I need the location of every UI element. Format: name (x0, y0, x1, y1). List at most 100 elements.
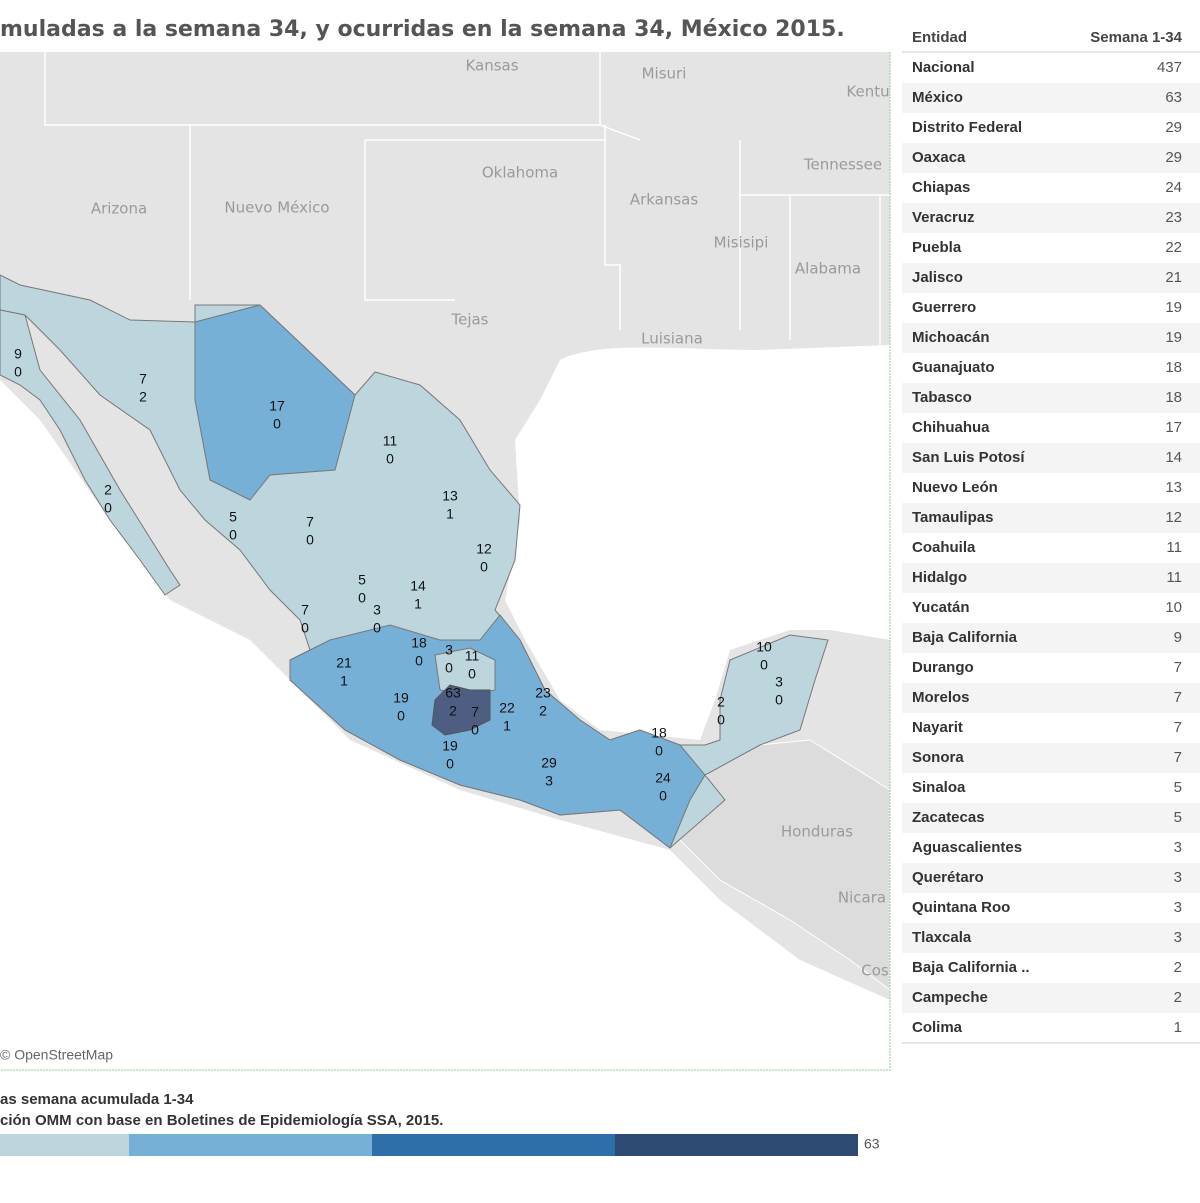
marker-week: 1 (340, 673, 348, 689)
row-name: Campeche (912, 989, 988, 1006)
row-name: Puebla (912, 239, 962, 256)
marker-value: 11 (465, 648, 480, 664)
row-name: Guerrero (912, 299, 976, 316)
row-value: 437 (1157, 59, 1182, 76)
marker-value: 21 (336, 655, 352, 671)
legend-bin (372, 1134, 615, 1156)
row-bg (902, 83, 1200, 113)
row-value: 11 (1166, 539, 1182, 556)
map: © OpenStreetMap Kansas Misuri Kentu Oklahom… (0, 52, 891, 1071)
row-name: Nayarit (912, 719, 963, 736)
marker-week: 0 (306, 532, 314, 548)
marker-week: 2 (139, 389, 147, 405)
row-value: 1 (1174, 1019, 1182, 1036)
row-bg (902, 683, 1200, 713)
marker-week: 0 (717, 712, 725, 728)
row-value: 19 (1165, 299, 1182, 316)
row-value: 7 (1174, 659, 1182, 676)
row-value: 11 (1166, 569, 1182, 586)
row-name: Durango (912, 659, 974, 676)
row-bg (902, 383, 1200, 413)
row-name: Tabasco (912, 389, 972, 406)
row-value: 5 (1174, 779, 1182, 796)
marker-week: 0 (471, 722, 479, 738)
marker-value: 9 (14, 346, 22, 362)
row-value: 12 (1165, 509, 1182, 526)
marker-value: 7 (306, 514, 314, 530)
row-value: 19 (1165, 329, 1182, 346)
place-label: Arizona (91, 200, 147, 218)
row-value: 3 (1174, 929, 1182, 946)
place-label: Misuri (642, 65, 687, 83)
row-bg (902, 923, 1200, 953)
marker-week: 0 (273, 416, 281, 432)
row-name: Sinaloa (912, 779, 966, 796)
gulf (505, 345, 890, 740)
marker-week: 0 (415, 653, 423, 669)
marker-value: 7 (139, 371, 147, 387)
marker-week: 0 (445, 660, 453, 676)
row-value: 29 (1165, 119, 1182, 136)
marker-week: 0 (397, 708, 405, 724)
row-bg (902, 443, 1200, 473)
legend-bin (0, 1134, 129, 1156)
place-label: Misisipi (714, 234, 769, 252)
row-name: Jalisco (912, 269, 963, 286)
row-name: Guanajuato (912, 359, 995, 376)
marker-value: 23 (535, 685, 551, 701)
row-bg (902, 623, 1200, 653)
row-value: 21 (1165, 269, 1182, 286)
marker-value: 24 (655, 770, 671, 786)
row-name: Tamaulipas (912, 509, 993, 526)
row-name: Tlaxcala (912, 929, 972, 946)
row-name: Quintana Roo (912, 899, 1010, 916)
row-value: 7 (1174, 689, 1182, 706)
marker-value: 22 (499, 700, 515, 716)
marker-week: 0 (386, 451, 394, 467)
row-value: 2 (1174, 989, 1182, 1006)
place-label: Alabama (795, 260, 861, 278)
baja (0, 309, 181, 596)
row-name: Baja California .. (912, 959, 1030, 976)
marker-week: 0 (760, 657, 768, 673)
place-label: Nuevo México (224, 199, 329, 217)
row-bg (902, 743, 1200, 773)
marker-value: 17 (269, 398, 285, 414)
row-value: 14 (1165, 449, 1182, 466)
marker-value: 19 (393, 690, 409, 706)
row-name: Sonora (912, 749, 964, 766)
marker-value: 2 (717, 694, 725, 710)
row-bg (902, 203, 1200, 233)
row-value: 10 (1165, 599, 1182, 616)
marker-week: 1 (503, 718, 511, 734)
row-value: 13 (1165, 479, 1182, 496)
marker-week: 1 (446, 506, 454, 522)
row-name: Veracruz (912, 209, 975, 226)
row-name: Nuevo León (912, 479, 998, 496)
place-label: Cos (861, 962, 889, 980)
place-label: Kentu (846, 83, 889, 101)
row-value: 7 (1174, 719, 1182, 736)
row-value: 22 (1165, 239, 1182, 256)
marker-value: 14 (410, 578, 426, 594)
row-name: México (912, 89, 963, 106)
row-bg (902, 323, 1200, 353)
row-name: Morelos (912, 689, 970, 706)
marker-value: 7 (301, 602, 309, 618)
row-value: 24 (1165, 179, 1182, 196)
row-name: Querétaro (912, 869, 984, 886)
title: muladas a la semana 34, y ocurridas en l… (0, 17, 845, 42)
row-name: Baja California (912, 629, 1018, 646)
map-frame (0, 52, 891, 1071)
marker-value: 5 (229, 509, 237, 525)
row-name: Oaxaca (912, 149, 966, 166)
row-name: Hidalgo (912, 569, 967, 586)
row-value: 2 (1174, 959, 1182, 976)
row-bg (902, 803, 1200, 833)
marker-week: 0 (659, 788, 667, 804)
legend-source: ción OMM con base en Boletines de Epidem… (0, 1112, 443, 1129)
row-name: Zacatecas (912, 809, 985, 826)
marker-week: 0 (775, 692, 783, 708)
row-value: 29 (1165, 149, 1182, 166)
us-borders (44, 52, 890, 345)
